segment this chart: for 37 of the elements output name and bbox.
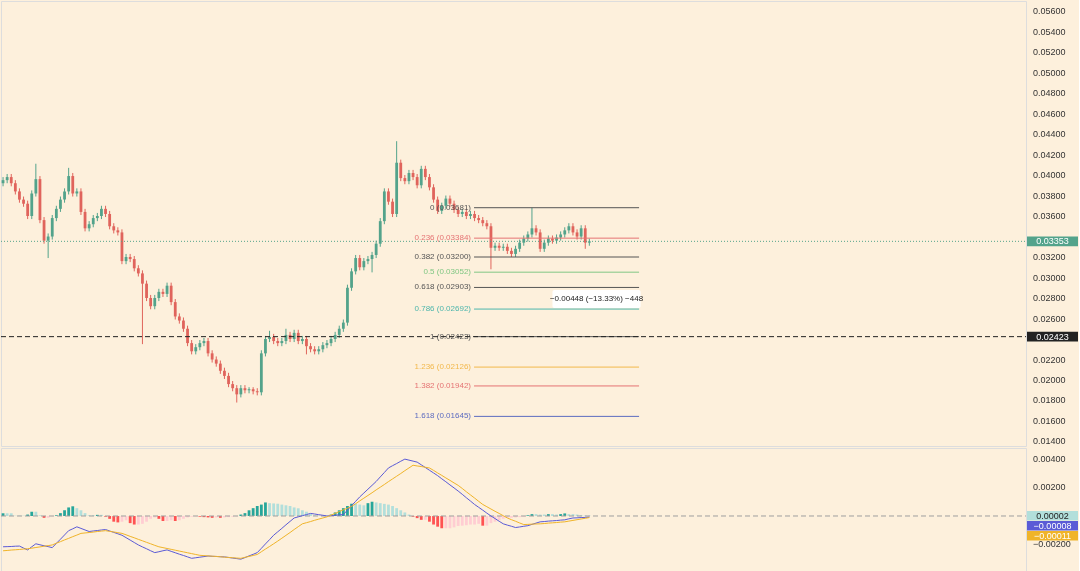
y-tick-label: 0.05400 [1033, 26, 1066, 37]
y-tick-label: 0.01400 [1033, 436, 1066, 447]
y-tick-label: 0.02600 [1033, 313, 1066, 324]
y-tick-label: 0.03200 [1033, 252, 1066, 263]
y-tick-label: 0.00200 [1033, 482, 1066, 493]
y-tick-label: −0.00200 [1033, 539, 1071, 550]
ref-line-label: 0.02423 [1036, 331, 1069, 342]
y-tick-label: 0.04800 [1033, 88, 1066, 99]
y-tick-label: 0.03600 [1033, 211, 1066, 222]
ref-line-label: 0.236 (0.03384) [414, 233, 472, 243]
text: −0.00008 [1033, 520, 1072, 531]
ref-line-label: 0.786 (0.02692) [414, 304, 472, 314]
y-tick-label: 0.03000 [1033, 272, 1066, 283]
ref-line-label: 0.382 (0.03200) [414, 252, 472, 262]
y-tick-label: 0.01600 [1033, 415, 1066, 426]
y-tick-label: 0.00400 [1033, 453, 1066, 464]
ref-line-label: 1.618 (0.01645) [414, 411, 472, 421]
y-tick-label: 0.04200 [1033, 149, 1066, 160]
y-tick-label: 0.02200 [1033, 354, 1066, 365]
ref-line-label: 0.618 (0.02903) [414, 282, 472, 292]
text: 0.00002 [1036, 510, 1069, 521]
y-tick-label: 0.05200 [1033, 47, 1066, 58]
ref-line-label: 0.03353 [1036, 236, 1069, 247]
ref-line-label: 0.5 (0.03052) [423, 267, 472, 277]
y-tick-label: 0.04000 [1033, 170, 1066, 181]
y-tick-label: 0.02800 [1033, 293, 1066, 304]
annotation: −0.00448 (−13.33%) −448 [549, 294, 644, 303]
y-tick-label: 0.02000 [1033, 375, 1066, 385]
y-tick-label: 0.03800 [1033, 190, 1066, 201]
y-tick-label: 0.04400 [1033, 129, 1066, 140]
y-tick-label: 0.05600 [1033, 6, 1066, 17]
y-tick-label: 0.05000 [1033, 67, 1066, 78]
y-tick-label: 0.01800 [1033, 395, 1066, 406]
ref-line-label: 1.236 (0.02126) [414, 362, 472, 372]
text: −0.00011 [1033, 530, 1072, 541]
ref-line-label: 1.382 (0.01942) [414, 380, 472, 390]
y-tick-label: 0.04600 [1033, 108, 1066, 119]
